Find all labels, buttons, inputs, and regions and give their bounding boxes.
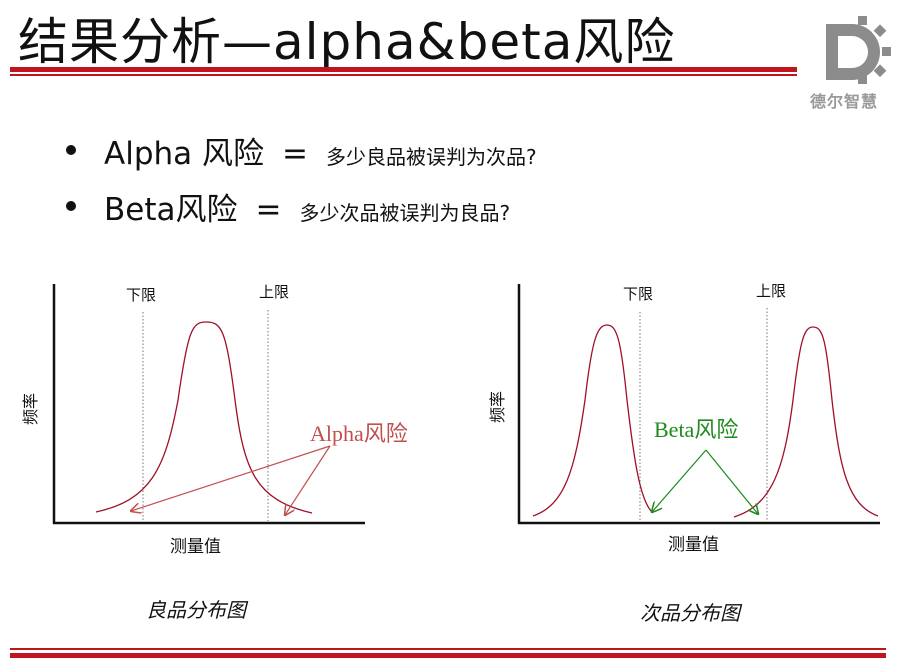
beta-arrow-left xyxy=(652,449,707,512)
left-caption: 良品分布图 xyxy=(146,598,249,622)
bullet-equals: = xyxy=(282,136,308,172)
alpha-risk-label: Alpha风险 xyxy=(310,421,408,446)
bullet-equals: = xyxy=(255,192,282,228)
footer-rule-thin xyxy=(10,648,886,650)
bullet-term: Beta风险 xyxy=(104,192,238,228)
alpha-arrow-left xyxy=(131,445,331,511)
right-lower-limit-label: 下限 xyxy=(623,285,653,303)
defect-distribution-curve-right xyxy=(733,326,879,518)
bullet-question: 多少良品被误判为次品? xyxy=(325,145,537,169)
logo-text: 德尔智慧 xyxy=(810,92,879,111)
bullet-question: 多少次品被误判为良品? xyxy=(299,201,511,225)
bullet-beta: Beta风险 = 多少次品被误判为良品? xyxy=(66,184,537,240)
bullet-dot-icon xyxy=(66,145,76,155)
left-y-axis-label: 频率 xyxy=(21,393,40,425)
bullet-term: Alpha 风险 xyxy=(104,136,264,172)
right-x-axis-label: 测量值 xyxy=(668,535,719,555)
right-caption: 次品分布图 xyxy=(640,601,743,625)
defect-distribution-curve-left xyxy=(532,324,653,517)
left-upper-limit-label: 上限 xyxy=(259,283,289,301)
left-x-axis-label: 测量值 xyxy=(170,537,221,557)
left-lower-limit-label: 下限 xyxy=(126,286,156,304)
right-y-axis-label: 频率 xyxy=(488,391,507,423)
alpha-arrow-right xyxy=(285,445,331,515)
beta-risk-label: Beta风险 xyxy=(654,417,738,442)
good-distribution-curve xyxy=(95,321,313,514)
bullet-dot-icon xyxy=(66,201,76,211)
defect-product-diagram: 下限 上限 Beta风险 频率 测量值 次品分布图 xyxy=(488,282,880,625)
bullet-alpha: Alpha 风险 = 多少良品被误判为次品? xyxy=(66,128,537,184)
footer-rule-thick xyxy=(10,653,886,658)
good-product-diagram: 下限 上限 Alpha风险 频率 测量值 良品分布图 xyxy=(21,283,408,622)
right-upper-limit-label: 上限 xyxy=(756,282,786,300)
title-underline-thick xyxy=(10,67,797,72)
page-title: 结果分析—alpha&beta风险 xyxy=(18,13,676,71)
bullet-list: Alpha 风险 = 多少良品被误判为次品? Beta风险 = 多少次品被误判为… xyxy=(66,128,537,240)
company-logo-icon xyxy=(826,16,891,84)
title-underline-thin xyxy=(10,74,797,76)
beta-arrow-right xyxy=(705,449,758,514)
